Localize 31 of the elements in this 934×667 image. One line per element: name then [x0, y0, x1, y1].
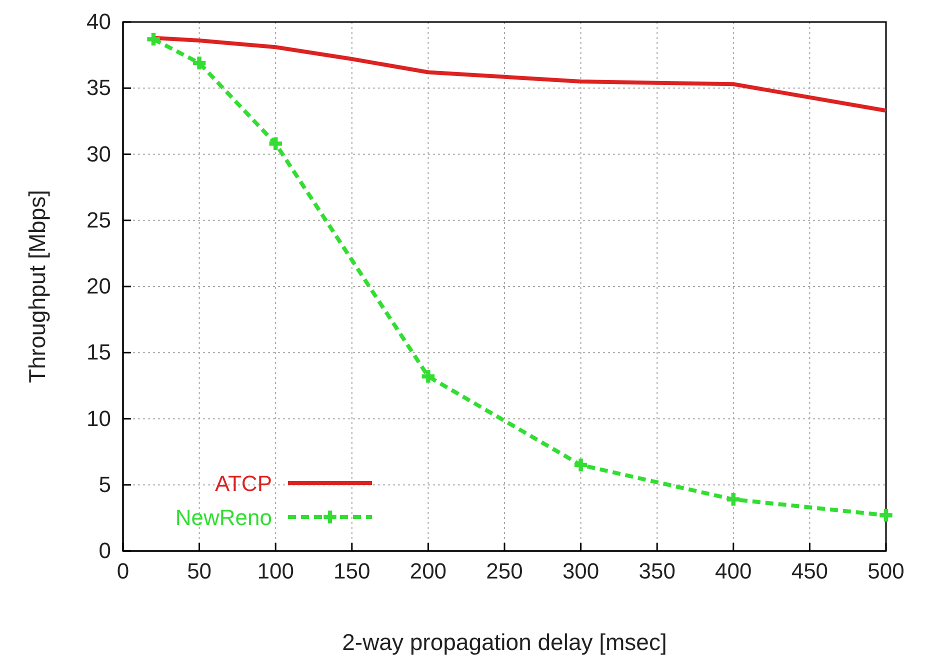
x-tick-label: 0: [116, 558, 130, 584]
point: [574, 458, 588, 472]
x-tick-label: 150: [334, 558, 370, 584]
y-tick-label: 5: [98, 472, 111, 497]
y-axis-title: Throughput [Mbps]: [24, 190, 50, 384]
point: [727, 493, 740, 506]
legend-label: NewReno: [175, 505, 272, 530]
y-tick-label: 30: [86, 141, 111, 166]
point: [147, 32, 160, 46]
x-axis-title: 2-way propagation delay [msec]: [342, 629, 667, 655]
point: [422, 370, 435, 383]
x-tick-label: 300: [562, 558, 600, 584]
point: [269, 137, 282, 150]
y-tick-label: 10: [86, 406, 111, 431]
point: [192, 56, 206, 70]
x-tick-label: 250: [486, 558, 523, 584]
x-tick-label: 50: [187, 558, 212, 584]
point: [880, 508, 892, 522]
y-tick-label: 20: [86, 274, 111, 299]
legend-label: ATCP: [214, 471, 272, 496]
y-tick-label: 0: [98, 538, 111, 564]
x-tick-label: 100: [257, 558, 294, 584]
x-tick-label: 450: [791, 558, 828, 584]
x-tick-label: 400: [715, 558, 752, 584]
y-tick-label: 35: [86, 75, 111, 100]
y-tick-label: 40: [86, 9, 111, 34]
x-tick-label: 500: [868, 558, 904, 584]
y-tick-label: 15: [86, 340, 111, 365]
x-tick-label: 350: [638, 558, 676, 584]
y-tick-label: 25: [86, 207, 111, 232]
x-tick-label: 200: [410, 558, 447, 584]
